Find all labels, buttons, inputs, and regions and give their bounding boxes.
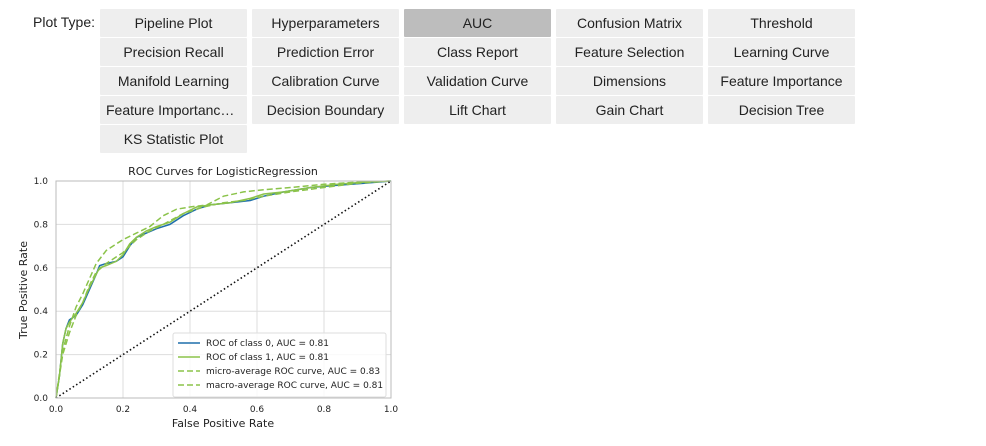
plot-type-button-confusion-matrix[interactable]: Confusion Matrix (556, 9, 703, 37)
plot-type-button-precision-recall[interactable]: Precision Recall (100, 38, 247, 66)
x-axis-label: False Positive Rate (172, 417, 274, 430)
plot-area: 0.0 0.2 0.4 0.6 0.8 1.0 0.0 0.2 0.4 0.6 0.8 1.0 ROC … (34, 177, 399, 415)
x-tick-label: 0.2 (116, 405, 130, 415)
plot-type-button-hyperparameters[interactable]: Hyperparameters (252, 9, 399, 37)
y-tick-label: 1.0 (34, 177, 49, 187)
plot-type-button-prediction-error[interactable]: Prediction Error (252, 38, 399, 66)
plot-type-button-validation-curve[interactable]: Validation Curve (404, 67, 551, 95)
x-tick-label: 0.6 (250, 405, 265, 415)
roc-chart: ROC Curves for LogisticRegression 0.0 0.2… (17, 165, 399, 430)
chance-diagonal-line (55, 180, 392, 399)
plot-type-button-decision-tree[interactable]: Decision Tree (708, 96, 855, 124)
roc-series-line-3 (55, 180, 392, 399)
plot-type-button-pipeline-plot[interactable]: Pipeline Plot (100, 9, 247, 37)
y-tick-label: 0.6 (34, 264, 49, 274)
plot-type-button-threshold[interactable]: Threshold (708, 9, 855, 37)
legend-entry: micro-average ROC curve, AUC = 0.83 (206, 367, 380, 377)
x-tick-label: 0.4 (183, 405, 198, 415)
x-tick-label: 1.0 (384, 405, 399, 415)
plot-type-button-feature-importance[interactable]: Feature Importance (708, 67, 855, 95)
roc-series-line-2 (55, 180, 392, 399)
plot-type-button-lift-chart[interactable]: Lift Chart (404, 96, 551, 124)
y-tick-label: 0.2 (34, 351, 48, 361)
plot-type-label: Plot Type: (33, 14, 96, 30)
plot-type-button-ks-statistic-plot[interactable]: KS Statistic Plot (100, 125, 247, 153)
chart-title: ROC Curves for LogisticRegression (128, 165, 318, 178)
plot-type-button-dimensions[interactable]: Dimensions (556, 67, 703, 95)
y-axis-label: True Positive Rate (17, 241, 30, 340)
plot-type-button-learning-curve[interactable]: Learning Curve (708, 38, 855, 66)
legend-entry: ROC of class 0, AUC = 0.81 (206, 339, 329, 349)
legend-entry: ROC of class 1, AUC = 0.81 (206, 353, 329, 363)
x-tick-label: 0.8 (317, 405, 332, 415)
y-tick-label: 0.0 (34, 394, 49, 404)
plot-frame (55, 180, 392, 399)
y-tick-label: 0.4 (34, 307, 49, 317)
plot-type-button-decision-boundary[interactable]: Decision Boundary (252, 96, 399, 124)
roc-series-line-1 (55, 180, 392, 399)
plot-type-button-class-report[interactable]: Class Report (404, 38, 551, 66)
plot-type-button-calibration-curve[interactable]: Calibration Curve (252, 67, 399, 95)
x-tick-label: 0.0 (49, 405, 64, 415)
legend-box (172, 332, 387, 398)
y-tick-label: 0.8 (34, 220, 49, 230)
plot-type-button-feature-selection[interactable]: Feature Selection (556, 38, 703, 66)
plot-type-button-auc[interactable]: AUC (404, 9, 551, 37)
legend-entry: macro-average ROC curve, AUC = 0.81 (206, 381, 383, 391)
plot-type-button-feature-importance-all[interactable]: Feature Importance (All) (100, 96, 247, 124)
plot-type-button-manifold-learning[interactable]: Manifold Learning (100, 67, 247, 95)
plot-type-button-gain-chart[interactable]: Gain Chart (556, 96, 703, 124)
